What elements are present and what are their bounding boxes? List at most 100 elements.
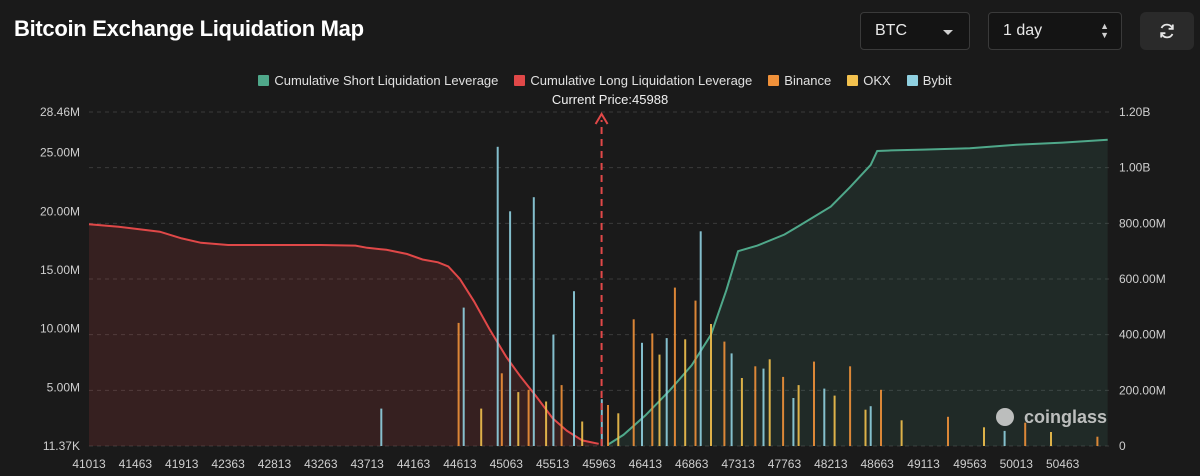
binance-bar	[723, 341, 726, 446]
legend-item-okx[interactable]: OKX	[847, 73, 891, 88]
coin-select[interactable]: BTC	[860, 12, 970, 50]
binance-bar	[457, 322, 460, 446]
okx-bar	[480, 408, 483, 446]
binance-bar	[1024, 422, 1027, 446]
short-cumulative-line	[607, 138, 1108, 446]
binance-bar	[673, 287, 676, 446]
x-axis-tick-label: 44613	[443, 457, 477, 471]
legend-label-okx: OKX	[863, 73, 891, 88]
bybit-bar	[641, 342, 643, 446]
legend-item-binance[interactable]: Binance	[768, 73, 831, 88]
left-axis-tick-label: 11.37K	[43, 439, 80, 453]
legend-swatch-long	[514, 75, 526, 86]
x-axis-tick-label: 46863	[675, 457, 709, 471]
bybit-bar	[1003, 430, 1006, 446]
bybit-bar	[496, 146, 499, 447]
okx-bar	[617, 413, 620, 446]
current-price-arrow-icon	[594, 112, 609, 125]
okx-bar	[740, 378, 743, 446]
refresh-button[interactable]	[1140, 12, 1194, 50]
x-axis-tick-label: 41463	[119, 457, 153, 471]
x-axis-tick-label: 47763	[768, 457, 802, 471]
time-range-select[interactable]: 1 day ▲ ▼	[988, 12, 1122, 50]
x-axis-tick-label: 47313	[721, 457, 755, 471]
left-axis-tick-label: 5.00M	[47, 380, 80, 394]
bybit-bar	[600, 399, 603, 446]
up-down-chevron-icon: ▲ ▼	[1100, 21, 1109, 40]
okx-bar	[983, 427, 985, 446]
bybit-bar	[380, 408, 383, 446]
x-axis-tick-label: 41013	[72, 457, 106, 471]
binance-bar	[632, 319, 635, 446]
time-range-value: 1 day	[1003, 22, 1043, 39]
long-area-fill	[89, 224, 599, 446]
okx-bar	[658, 354, 661, 446]
bybit-bar	[869, 406, 872, 446]
x-axis-tick-label: 44163	[397, 457, 431, 471]
legend-label-bybit: Bybit	[922, 73, 952, 88]
left-axis-tick-label: 15.00M	[40, 263, 80, 277]
legend-swatch-binance	[768, 75, 780, 86]
x-axis-tick-label: 49113	[907, 457, 940, 471]
x-axis-tick-label: 48213	[814, 457, 848, 471]
okx-bar	[581, 421, 584, 446]
okx-bar	[517, 392, 520, 446]
bybit-bar	[509, 211, 512, 446]
bybit-bar	[462, 307, 465, 446]
binance-bar	[947, 416, 949, 446]
left-axis-tick-label: 10.00M	[40, 322, 80, 336]
right-axis-tick-label: 1.20B	[1119, 105, 1150, 119]
legend-label-short: Cumulative Short Liquidation Leverage	[274, 73, 499, 88]
okx-bar	[797, 385, 800, 446]
okx-bar	[1050, 432, 1052, 446]
binance-bar	[849, 366, 852, 446]
right-axis-tick-label: 200.00M	[1119, 383, 1166, 397]
x-axis-tick-label: 43713	[350, 457, 384, 471]
legend-label-long: Cumulative Long Liquidation Leverage	[530, 73, 753, 88]
x-axis-tick-label: 46413	[629, 457, 663, 471]
x-axis-tick-label: 50463	[1046, 457, 1080, 471]
x-axis-tick-label: 45063	[490, 457, 524, 471]
right-axis-tick-label: 0	[1119, 439, 1126, 453]
bybit-bar	[730, 353, 733, 446]
legend-swatch-okx	[847, 75, 859, 86]
x-axis-tick-label: 45963	[582, 457, 616, 471]
binance-bar	[500, 373, 503, 446]
current-price-label: Current Price:45988	[551, 92, 669, 107]
x-axis-tick-label: 50013	[1000, 457, 1034, 471]
refresh-icon	[1160, 23, 1174, 39]
legend-item-bybit[interactable]: Bybit	[906, 73, 952, 88]
x-axis-tick-label: 42363	[211, 457, 245, 471]
binance-bar	[754, 366, 757, 446]
chart-legend: Cumulative Short Liquidation Leverage Cu…	[0, 73, 1200, 88]
binance-bar	[560, 385, 563, 446]
binance-bar	[1096, 436, 1099, 446]
left-axis-tick-label: 28.46M	[40, 105, 80, 119]
x-axis-tick-label: 42813	[258, 457, 292, 471]
right-axis-tick-label: 600.00M	[1119, 272, 1166, 286]
coinglass-logo-icon	[996, 408, 1014, 426]
right-axis-tick-label: 800.00M	[1119, 216, 1166, 230]
left-axis-tick-label: 20.00M	[40, 204, 80, 218]
long-cumulative-line	[88, 223, 599, 445]
binance-bar	[813, 361, 815, 446]
legend-swatch-bybit	[906, 75, 918, 86]
okx-bar	[833, 395, 836, 446]
coin-select-value: BTC	[875, 22, 907, 39]
x-axis-tick-label: 41913	[165, 457, 199, 471]
legend-item-long[interactable]: Cumulative Long Liquidation Leverage	[514, 73, 752, 88]
bybit-bar	[552, 334, 555, 446]
bybit-bar	[699, 231, 702, 446]
legend-item-short[interactable]: Cumulative Short Liquidation Leverage	[258, 73, 498, 88]
bybit-bar	[532, 197, 535, 446]
page-title: Bitcoin Exchange Liquidation Map	[14, 16, 364, 41]
bybit-bar	[573, 291, 575, 446]
binance-bar	[880, 389, 882, 446]
okx-bar	[864, 409, 867, 446]
x-axis-tick-label: 45513	[536, 457, 570, 471]
caret-down-icon	[943, 30, 953, 35]
right-axis-tick-label: 400.00M	[1119, 328, 1166, 342]
bybit-bar	[665, 338, 668, 446]
okx-bar	[710, 324, 712, 446]
